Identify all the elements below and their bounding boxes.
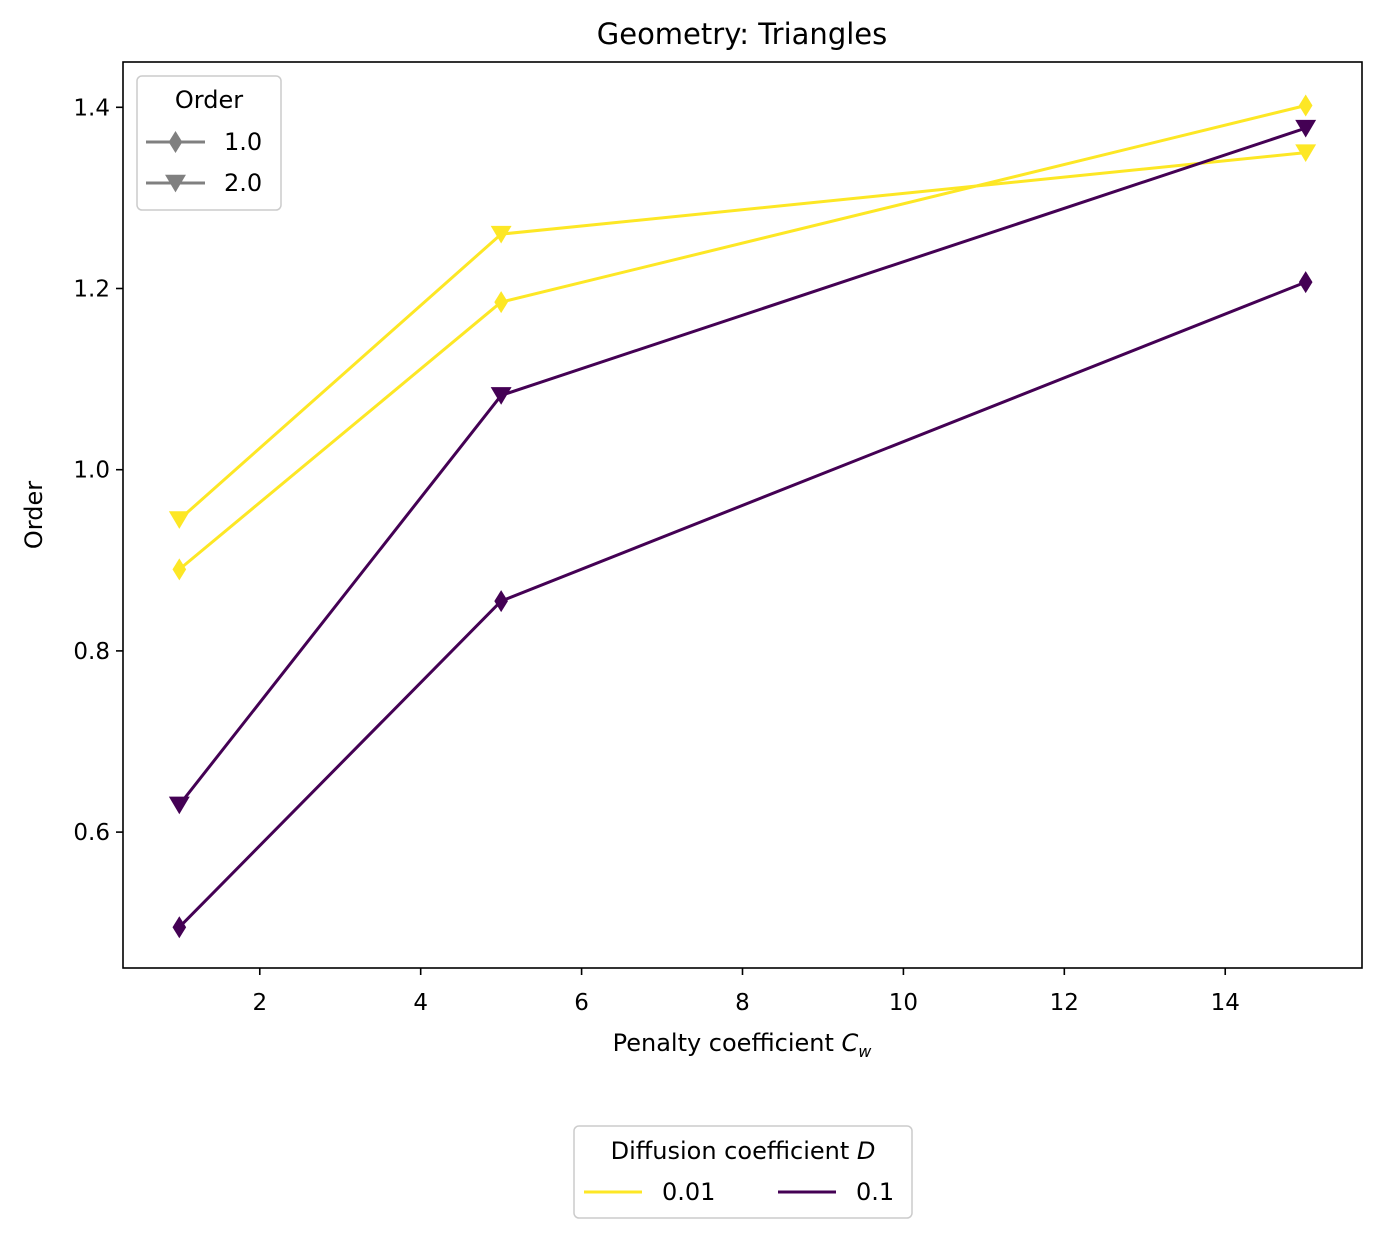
plot-area: [168, 94, 1317, 939]
legend-diffusion-label: 0.1: [856, 1178, 894, 1206]
x-tick-label: 14: [1211, 990, 1240, 1016]
y-axis-label: Order: [20, 481, 48, 549]
legend-order-marker-triangle-down: [165, 174, 186, 193]
data-point-triangle-down: [490, 387, 512, 405]
y-axis: 0.6 0.8 1.0 1.2 1.4: [73, 95, 123, 846]
x-axis-label: Penalty coefficient Cw: [613, 1029, 873, 1061]
legend-order-entries: 1.02.0: [146, 128, 262, 197]
legend-order-title: Order: [175, 86, 243, 114]
legend-order-label: 2.0: [224, 169, 262, 197]
data-point-diamond: [494, 590, 508, 613]
y-tick-label: 1.4: [73, 95, 110, 121]
data-point-triangle-down: [1295, 119, 1317, 138]
y-tick-label: 1.2: [73, 277, 110, 303]
x-tick-label: 2: [252, 990, 267, 1016]
series-d0_1-order2_0: [168, 119, 1317, 815]
x-axis: 2 4 6 8 10 12 14: [252, 968, 1240, 1016]
data-point-diamond: [1298, 94, 1313, 117]
x-tick-label: 4: [413, 990, 428, 1016]
data-point-diamond: [172, 558, 187, 581]
data-point-triangle-down: [1295, 144, 1317, 162]
data-point-diamond: [172, 916, 187, 939]
x-axis-label-text: Penalty coefficient: [613, 1029, 842, 1057]
legend-diffusion-title-text: Diffusion coefficient: [611, 1137, 857, 1165]
legend-order-marker-diamond: [168, 131, 183, 153]
legend-diffusion-title: Diffusion coefficient D: [611, 1137, 876, 1165]
x-tick-label: 8: [735, 990, 750, 1016]
x-tick-label: 12: [1050, 990, 1079, 1016]
x-tick-label: 6: [574, 990, 589, 1016]
y-tick-label: 0.8: [73, 639, 110, 665]
legend-diffusion-title-symbol: D: [857, 1137, 875, 1165]
series-d0_01-order2_0: [168, 144, 1317, 529]
legend-diffusion-box: [573, 1125, 913, 1219]
legend-diffusion-entries: 0.01 0.1: [584, 1178, 894, 1206]
data-point-diamond: [1298, 271, 1313, 294]
x-axis-label-subscript: w: [858, 1042, 872, 1061]
series-d0_01-order1_0: [172, 94, 1313, 581]
chart-title: Geometry: Triangles: [597, 17, 887, 51]
legend-order: Order 1.02.0: [136, 75, 282, 211]
y-tick-label: 0.6: [73, 820, 110, 846]
series-d0_1-order1_0: [172, 271, 1313, 939]
x-tick-label: 10: [889, 990, 918, 1016]
data-point-triangle-down: [490, 225, 512, 244]
data-point-diamond: [494, 291, 508, 314]
data-point-triangle-down: [168, 796, 190, 815]
legend-order-label: 1.0: [224, 128, 262, 156]
y-tick-label: 1.0: [73, 458, 110, 484]
x-axis-label-symbol: C: [842, 1029, 859, 1057]
legend-diffusion: Diffusion coefficient D 0.01 0.1: [573, 1125, 913, 1219]
data-point-triangle-down: [168, 511, 190, 529]
legend-diffusion-label: 0.01: [662, 1178, 715, 1206]
